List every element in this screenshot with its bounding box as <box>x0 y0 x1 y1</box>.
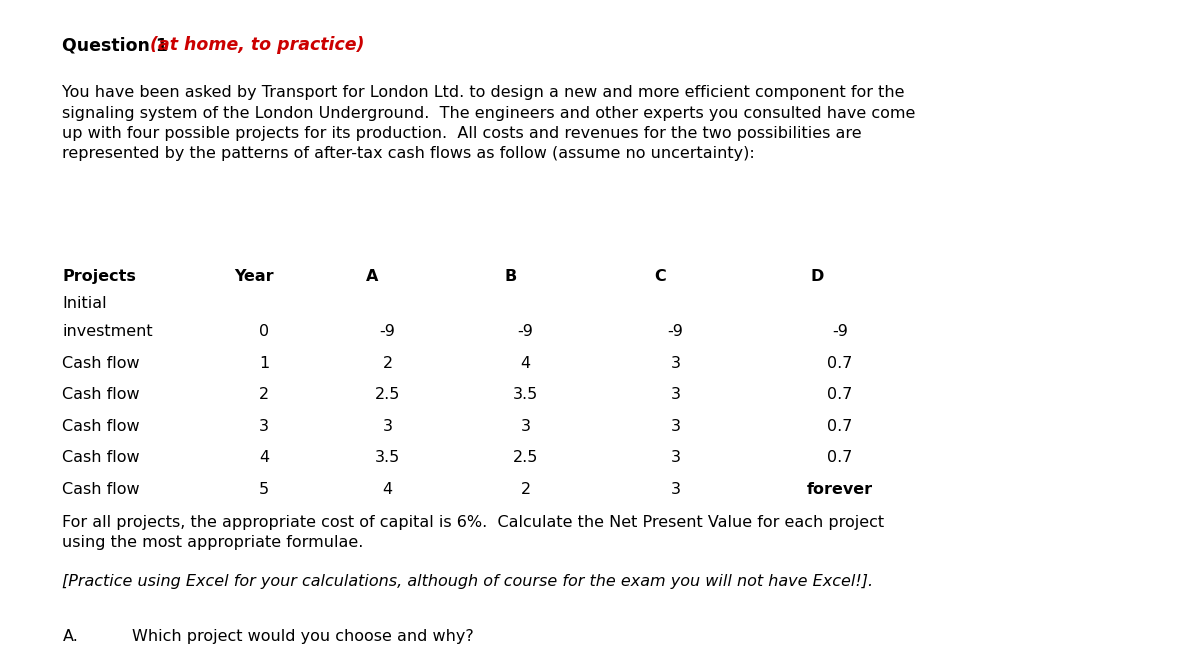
Text: 3: 3 <box>671 387 680 402</box>
Text: 2: 2 <box>259 387 269 402</box>
Text: Question 1: Question 1 <box>62 36 174 54</box>
Text: 3: 3 <box>383 419 392 434</box>
Text: 3: 3 <box>671 450 680 465</box>
Text: A.: A. <box>62 629 78 644</box>
Text: (at home, to practice): (at home, to practice) <box>150 36 365 54</box>
Text: Cash flow: Cash flow <box>62 482 140 497</box>
Text: 5: 5 <box>259 482 269 497</box>
Text: [Practice using Excel for your calculations, although of course for the exam you: [Practice using Excel for your calculati… <box>62 573 874 588</box>
Text: 4: 4 <box>259 450 269 465</box>
Text: A: A <box>366 269 378 284</box>
Text: -9: -9 <box>517 324 534 339</box>
Text: 4: 4 <box>383 482 392 497</box>
Text: Cash flow: Cash flow <box>62 419 140 434</box>
Text: forever: forever <box>806 482 874 497</box>
Text: 0.7: 0.7 <box>827 419 853 434</box>
Text: Cash flow: Cash flow <box>62 450 140 465</box>
Text: -9: -9 <box>832 324 848 339</box>
Text: 1: 1 <box>259 356 269 371</box>
Text: investment: investment <box>62 324 154 339</box>
Text: 2: 2 <box>521 482 530 497</box>
Text: 0.7: 0.7 <box>827 356 853 371</box>
Text: D: D <box>810 269 823 284</box>
Text: 0.7: 0.7 <box>827 450 853 465</box>
Text: 2.5: 2.5 <box>512 450 539 465</box>
Text: B: B <box>504 269 516 284</box>
Text: 3.5: 3.5 <box>512 387 539 402</box>
Text: 0.7: 0.7 <box>827 387 853 402</box>
Text: -9: -9 <box>379 324 396 339</box>
Text: 3.5: 3.5 <box>374 450 401 465</box>
Text: -9: -9 <box>667 324 684 339</box>
Text: 3: 3 <box>671 419 680 434</box>
Text: 3: 3 <box>259 419 269 434</box>
Text: 2: 2 <box>383 356 392 371</box>
Text: 2.5: 2.5 <box>374 387 401 402</box>
Text: Initial: Initial <box>62 296 107 311</box>
Text: You have been asked by Transport for London Ltd. to design a new and more effici: You have been asked by Transport for Lon… <box>62 85 916 161</box>
Text: 3: 3 <box>671 482 680 497</box>
Text: Year: Year <box>234 269 274 284</box>
Text: For all projects, the appropriate cost of capital is 6%.  Calculate the Net Pres: For all projects, the appropriate cost o… <box>62 514 884 550</box>
Text: Which project would you choose and why?: Which project would you choose and why? <box>132 629 474 644</box>
Text: Cash flow: Cash flow <box>62 387 140 402</box>
Text: 3: 3 <box>521 419 530 434</box>
Text: 3: 3 <box>671 356 680 371</box>
Text: 0: 0 <box>259 324 269 339</box>
Text: Projects: Projects <box>62 269 137 284</box>
Text: 4: 4 <box>521 356 530 371</box>
Text: Cash flow: Cash flow <box>62 356 140 371</box>
Text: C: C <box>654 269 666 284</box>
